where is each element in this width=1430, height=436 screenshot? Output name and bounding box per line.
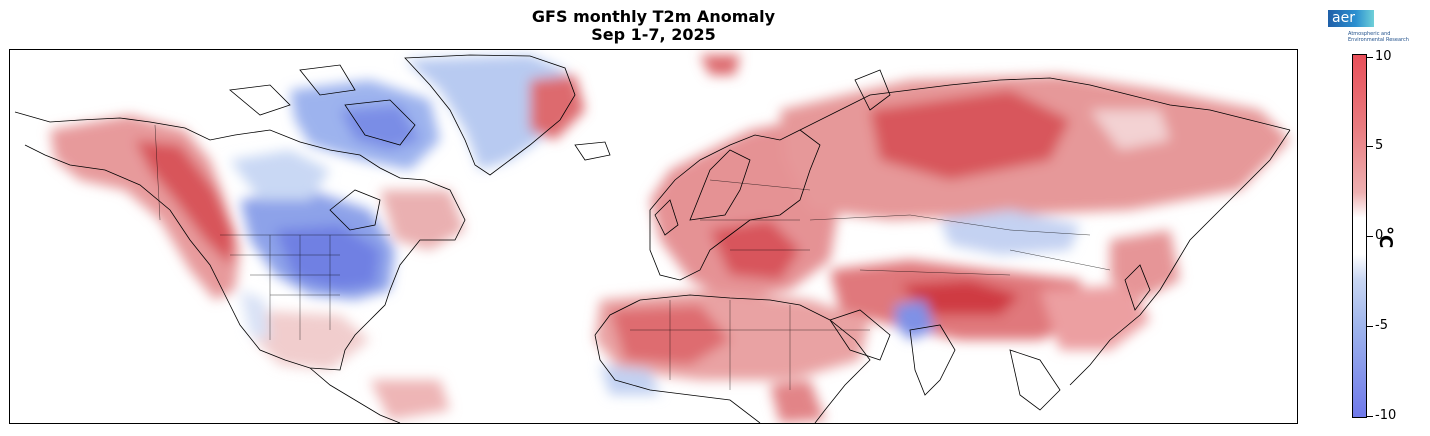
logo-badge: [1328, 10, 1374, 27]
coastlines: [14, 54, 1291, 423]
logo-subtitle-line-1: Atmospheric and: [1348, 31, 1391, 37]
colorbar-tick: [1367, 57, 1373, 58]
colorbar-tick-label: 5: [1375, 138, 1384, 153]
colorbar-unit-label: °C: [1375, 226, 1396, 249]
logo-subtitle-line-2: Environmental Research: [1348, 37, 1409, 43]
anomaly-map: [9, 49, 1298, 424]
title-line-2: Sep 1-7, 2025: [591, 25, 716, 44]
aer-logo: aer Atmospheric and Environmental Resear…: [1328, 10, 1409, 46]
logo-word: aer: [1332, 10, 1355, 26]
colorbar: [1352, 54, 1367, 418]
map-svg: [14, 54, 1291, 423]
colorbar-tick-label: 0: [1375, 228, 1384, 243]
title-line-1: GFS monthly T2m Anomaly: [531, 7, 776, 26]
colorbar-tick-label: -10: [1375, 408, 1397, 423]
colorbar-tick: [1367, 236, 1373, 237]
colorbar-tick-label: 10: [1375, 49, 1392, 64]
colorbar-tick: [1367, 416, 1373, 417]
logo-subtitle: Atmospheric and Environmental Research: [1348, 31, 1428, 43]
chart-title: GFS monthly T2m Anomaly Sep 1-7, 2025: [9, 8, 1298, 44]
colorbar-tick: [1367, 326, 1373, 327]
colorbar-tick-label: -5: [1375, 318, 1388, 333]
anomaly-field: [50, 55, 1290, 423]
borders: [154, 124, 1111, 390]
colorbar-tick: [1367, 146, 1373, 147]
